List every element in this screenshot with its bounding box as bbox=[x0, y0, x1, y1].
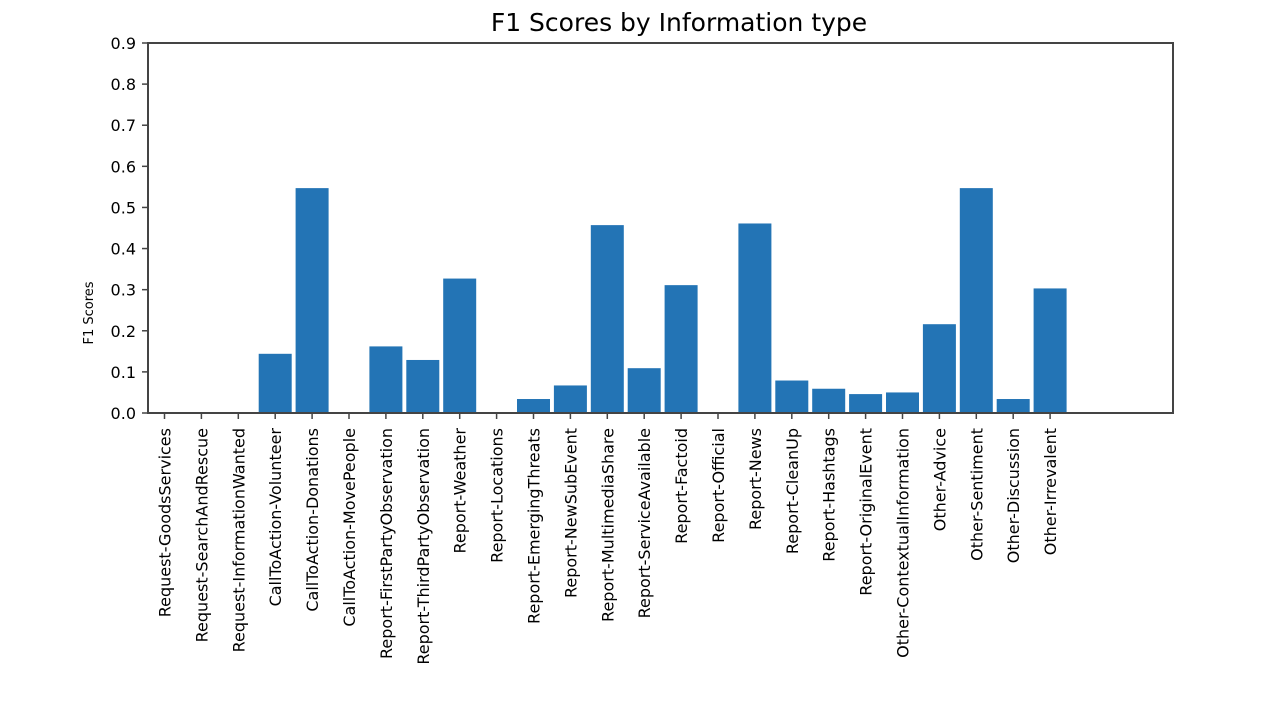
bar bbox=[590, 225, 624, 413]
y-tick-label: 0.4 bbox=[111, 240, 136, 259]
x-tick-label: Request-InformationWanted bbox=[229, 428, 248, 652]
x-tick-label: Report-EmergingThreats bbox=[525, 428, 544, 624]
x-axis-tick-labels: Request-GoodsServices Request-SearchAndRe… bbox=[156, 413, 1060, 665]
x-tick-label: Report-OriginalEvent bbox=[857, 428, 876, 596]
x-tick-label: Report-Locations bbox=[488, 428, 507, 563]
x-tick-label: Request-SearchAndRescue bbox=[192, 428, 211, 642]
bar bbox=[664, 285, 698, 413]
bar bbox=[258, 353, 292, 413]
plot-frame bbox=[147, 42, 1174, 414]
x-tick-label: Report-FirstPartyObservation bbox=[377, 428, 396, 659]
bar bbox=[517, 399, 550, 413]
chart-title: F1 Scores by Information type bbox=[491, 8, 867, 37]
bar bbox=[738, 223, 772, 413]
x-tick-label: Report-ThirdPartyObservation bbox=[414, 428, 433, 665]
bar bbox=[849, 394, 883, 413]
y-tick-label: 0.9 bbox=[111, 34, 136, 53]
bar bbox=[959, 188, 993, 413]
y-tick-label: 0.7 bbox=[111, 116, 136, 135]
x-tick-label: CallToAction-MovePeople bbox=[340, 428, 359, 627]
x-tick-label: Report-Hashtags bbox=[820, 428, 839, 562]
bar bbox=[627, 368, 661, 413]
x-tick-label: Other-ContextualInformation bbox=[894, 428, 913, 658]
y-tick-label: 0.6 bbox=[111, 157, 136, 176]
x-tick-label: Request-GoodsServices bbox=[156, 428, 175, 617]
x-tick-label: Report-MultimediaShare bbox=[598, 428, 617, 622]
bar bbox=[1033, 288, 1067, 413]
x-tick-label: Other-Sentiment bbox=[967, 428, 986, 561]
bar bbox=[295, 188, 329, 413]
bar bbox=[553, 385, 587, 413]
x-tick-label: Other-Irrevalent bbox=[1041, 428, 1060, 555]
x-tick-label: CallToAction-Donations bbox=[303, 428, 322, 612]
x-tick-label: Report-ServiceAvailable bbox=[635, 428, 654, 618]
bar bbox=[443, 278, 477, 413]
x-tick-label: Report-CleanUp bbox=[783, 428, 802, 554]
bar bbox=[406, 359, 440, 413]
bar bbox=[886, 392, 919, 413]
y-tick-label: 0.2 bbox=[111, 322, 136, 341]
y-tick-label: 0.3 bbox=[111, 281, 136, 300]
bar bbox=[775, 380, 809, 413]
y-tick-label: 0.5 bbox=[111, 198, 136, 217]
bar bbox=[812, 388, 846, 413]
x-tick-label: Other-Advice bbox=[930, 428, 949, 531]
x-tick-label: Other-Discussion bbox=[1004, 428, 1023, 563]
bar bbox=[369, 346, 403, 413]
x-tick-label: Report-NewSubEvent bbox=[561, 428, 580, 598]
bar bbox=[996, 399, 1030, 413]
y-tick-label: 0.1 bbox=[111, 363, 136, 382]
y-axis-label: F1 Scores bbox=[82, 281, 97, 344]
x-tick-label: Report-Factoid bbox=[672, 428, 691, 544]
y-tick-label: 0.8 bbox=[111, 75, 136, 94]
x-tick-label: Report-News bbox=[746, 428, 765, 530]
x-tick-label: Report-Weather bbox=[451, 428, 470, 554]
x-tick-label: CallToAction-Volunteer bbox=[266, 428, 285, 607]
y-tick-label: 0.0 bbox=[111, 404, 136, 423]
x-tick-label: Report-Official bbox=[709, 428, 728, 543]
bar bbox=[922, 324, 956, 413]
bars bbox=[258, 188, 1067, 413]
y-axis-ticks: 0.0 0.1 0.2 0.3 0.4 0.5 0.6 0.7 0.8 0.9 bbox=[111, 34, 148, 423]
